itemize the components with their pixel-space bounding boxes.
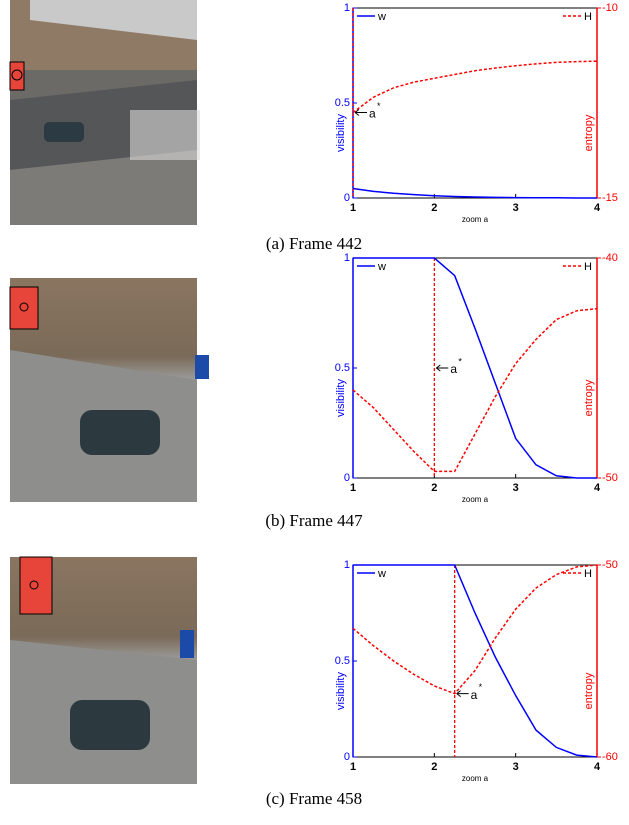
y-tick-label: 1	[344, 252, 350, 264]
y-axis-label: visibility	[335, 114, 347, 152]
y-tick-label: 0	[344, 192, 350, 204]
y-tick-label: 1	[344, 2, 350, 14]
caption: (b) Frame 447	[265, 511, 363, 530]
y2-tick-label: -60	[602, 751, 618, 763]
photo-b	[10, 278, 209, 502]
chart: 1 2 3 4 0 0.5 1 -60 -50 zoom a visibility entropy w H…	[266, 559, 618, 808]
legend-label: w	[377, 11, 386, 23]
y2-axis-label: entropy	[583, 672, 595, 709]
x-axis-label: zoom a	[462, 774, 489, 783]
x-tick-label: 2	[431, 761, 437, 773]
x-axis-label: zoom a	[462, 215, 489, 224]
legend-label: H	[584, 568, 592, 580]
annotation-text: a	[369, 107, 376, 121]
annotation-text: a	[450, 362, 457, 376]
y2-tick-label: -15	[602, 192, 618, 204]
y2-tick-label: -50	[602, 472, 618, 484]
y2-tick-label: -50	[602, 559, 618, 571]
series-line	[353, 61, 597, 112]
legend-label: H	[584, 261, 592, 273]
y2-tick-label: -40	[602, 252, 618, 264]
x-tick-label: 1	[350, 202, 356, 214]
caption: (a) Frame 442	[266, 234, 362, 253]
x-tick-label: 4	[594, 761, 601, 773]
x-tick-label: 3	[513, 202, 519, 214]
chart: 1 2 3 4 0 0.5 1 -15 -10 zoom a visibility entropy w H…	[266, 2, 618, 253]
legend-label: w	[377, 261, 386, 273]
x-tick-label: 4	[594, 482, 601, 494]
y-tick-label: 0	[344, 472, 350, 484]
x-tick-label: 4	[594, 202, 601, 214]
series-line	[353, 258, 597, 478]
plot-frame	[353, 8, 597, 198]
x-tick-label: 3	[513, 761, 519, 773]
series-line	[353, 565, 597, 757]
x-tick-label: 2	[431, 482, 437, 494]
annotation-sup: *	[377, 101, 381, 111]
x-axis-label: zoom a	[462, 495, 489, 504]
x-tick-label: 3	[513, 482, 519, 494]
x-tick-label: 1	[350, 761, 356, 773]
caption: (c) Frame 458	[266, 789, 362, 808]
series-line	[353, 189, 597, 199]
y2-axis-label: entropy	[583, 379, 595, 416]
y-axis-label: visibility	[335, 672, 347, 710]
y2-tick-label: -10	[602, 2, 618, 14]
plot-frame	[353, 565, 597, 757]
figure: 1 2 3 4 0 0.5 1 -15 -10 zoom a visibility entropy w H…	[0, 0, 629, 820]
series-line	[353, 565, 597, 694]
y-tick-label: 1	[344, 559, 350, 571]
photo-a	[10, 0, 200, 225]
y-tick-label: 0.5	[335, 655, 350, 667]
legend-label: H	[584, 11, 592, 23]
annotation-sup: *	[479, 682, 483, 692]
legend-label: w	[377, 568, 386, 580]
chart: 1 2 3 4 0 0.5 1 -50 -40 zoom a visibility entropy w H…	[265, 252, 618, 530]
plot-frame	[353, 258, 597, 478]
y-tick-label: 0.5	[335, 362, 350, 374]
annotation-text: a	[471, 688, 478, 702]
x-tick-label: 2	[431, 202, 437, 214]
photo-c	[10, 557, 197, 784]
y2-axis-label: entropy	[583, 114, 595, 151]
series-line	[353, 309, 597, 472]
annotation-sup: *	[458, 356, 462, 366]
x-tick-label: 1	[350, 482, 356, 494]
y-axis-label: visibility	[335, 379, 347, 417]
y-tick-label: 0	[344, 751, 350, 763]
y-tick-label: 0.5	[335, 97, 350, 109]
